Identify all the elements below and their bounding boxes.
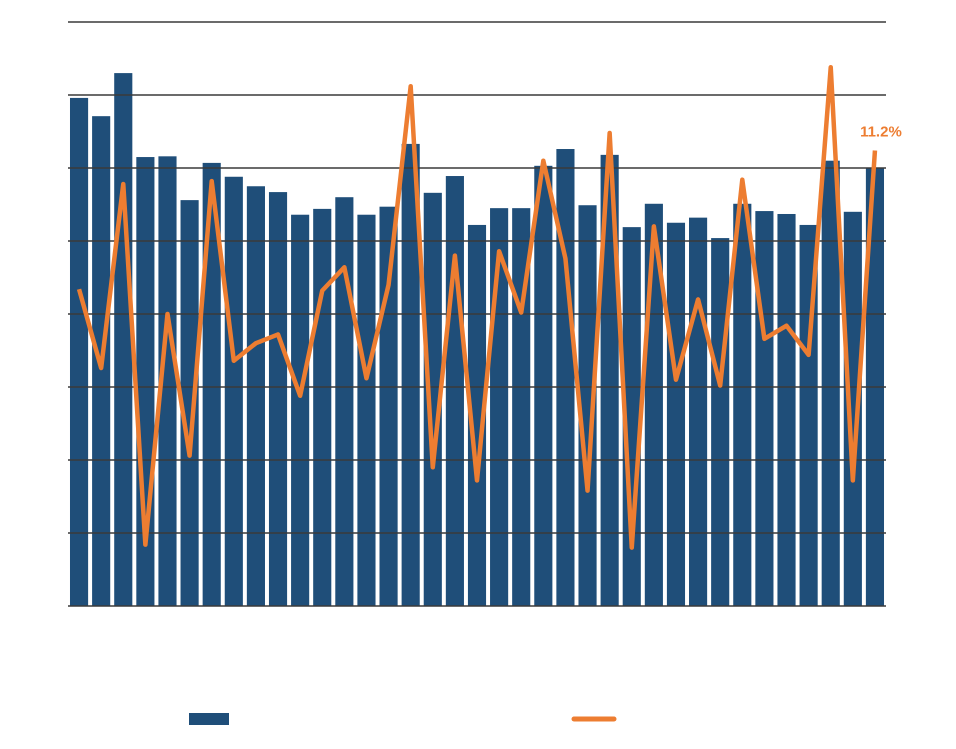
- bar: [534, 165, 553, 606]
- line-series: [76, 65, 878, 550]
- bar: [69, 97, 89, 607]
- bar: [755, 211, 774, 606]
- bar: [114, 73, 133, 607]
- bar: [843, 211, 862, 607]
- legend-swatch: [189, 713, 229, 725]
- bar: [423, 192, 442, 606]
- bar: [512, 208, 531, 606]
- bar: [357, 214, 376, 606]
- bar: [578, 205, 597, 607]
- data-label: 11.2%: [860, 123, 902, 140]
- bar: [821, 160, 840, 606]
- bar: [467, 224, 487, 606]
- bar: [158, 156, 177, 606]
- bar: [335, 197, 354, 606]
- bar: [777, 213, 796, 607]
- bar: [180, 200, 199, 606]
- bar: [268, 192, 288, 606]
- bar: [733, 203, 752, 606]
- bar: [224, 176, 243, 606]
- bar: [600, 154, 619, 607]
- bar: [401, 143, 420, 606]
- bar: [313, 208, 332, 606]
- bar: [666, 222, 686, 606]
- bar: [711, 238, 730, 606]
- bar: [556, 149, 575, 606]
- bar: [246, 186, 265, 606]
- bar: [202, 162, 221, 606]
- bar: [291, 214, 310, 606]
- bar: [689, 217, 708, 606]
